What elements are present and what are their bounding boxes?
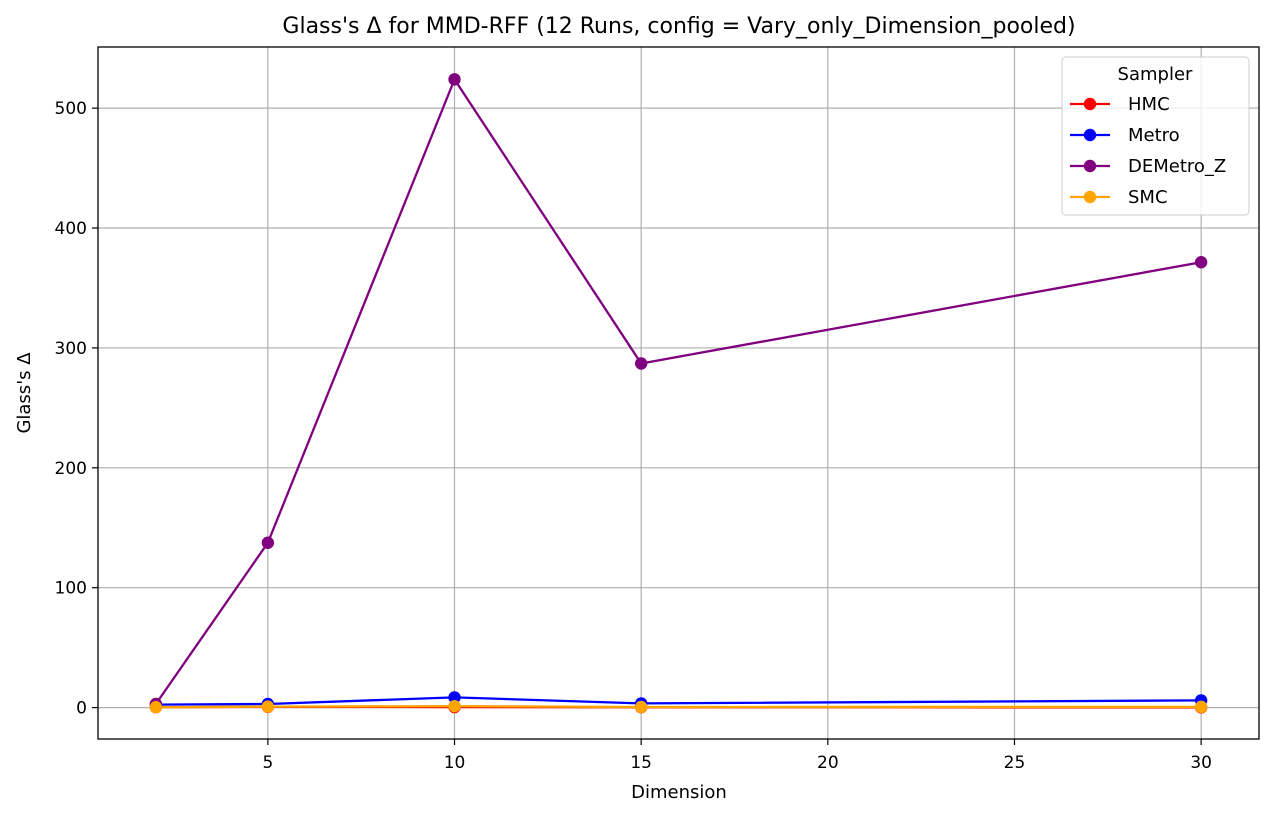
legend-swatch-marker [1083, 190, 1097, 204]
x-tick-label: 25 [1004, 753, 1026, 773]
legend-swatch-marker [1083, 128, 1097, 142]
data-point-demetro-z [261, 536, 275, 549]
legend-entry-hmc: HMC [1070, 94, 1170, 115]
x-tick-label: 30 [1190, 753, 1212, 773]
y-tick-label: 100 [55, 579, 87, 599]
x-tick-label: 20 [817, 753, 839, 773]
legend-swatch-marker [1083, 159, 1097, 173]
legend-label: DEMetro_Z [1128, 156, 1226, 177]
y-tick-label: 400 [55, 219, 87, 239]
data-point-metro [448, 691, 461, 704]
data-point-smc [149, 701, 163, 714]
legend-label: Metro [1128, 125, 1180, 146]
legend-swatch-marker [1083, 97, 1097, 111]
data-point-smc [1194, 700, 1208, 714]
x-tick-label: 5 [262, 753, 273, 773]
data-point-smc [634, 700, 648, 714]
y-tick-label: 300 [55, 339, 87, 359]
legend-entry-metro: Metro [1070, 125, 1180, 146]
legend-box [1061, 56, 1250, 216]
legend-label: HMC [1128, 94, 1170, 115]
legend-entry-smc: SMC [1070, 187, 1168, 208]
legend-entries: HMC Metro DEMetro_Z SMC [1070, 94, 1226, 208]
data-point-demetro-z [448, 73, 461, 86]
data-point-demetro-z [634, 357, 648, 370]
data-point-smc [261, 700, 275, 713]
x-tick-label: 10 [444, 753, 466, 773]
legend-entry-demetro-z: DEMetro_Z [1070, 156, 1226, 177]
series-demetro-z [149, 73, 1208, 711]
y-tick-label: 200 [55, 459, 87, 479]
x-axis-label: Dimension [631, 782, 727, 803]
y-tick-label: 0 [76, 699, 87, 719]
legend-label: SMC [1128, 187, 1168, 208]
series-smc [149, 699, 1208, 714]
series-line-smc [155, 705, 1202, 709]
plot-area-frame [97, 46, 1260, 740]
chart-title: Glass's Δ for MMD-RFF (12 Runs, config =… [282, 14, 1075, 39]
legend-title: Sampler [1118, 64, 1193, 85]
y-tick-label: 500 [55, 99, 87, 119]
data-point-smc [448, 699, 461, 713]
x-tick-label: 15 [630, 753, 652, 773]
y-axis-label: Glass's Δ [14, 352, 35, 434]
data-point-demetro-z [1194, 256, 1208, 269]
legend: Sampler HMC Metro DEMetro_Z SMC [1061, 56, 1250, 216]
plot-series [149, 73, 1208, 714]
